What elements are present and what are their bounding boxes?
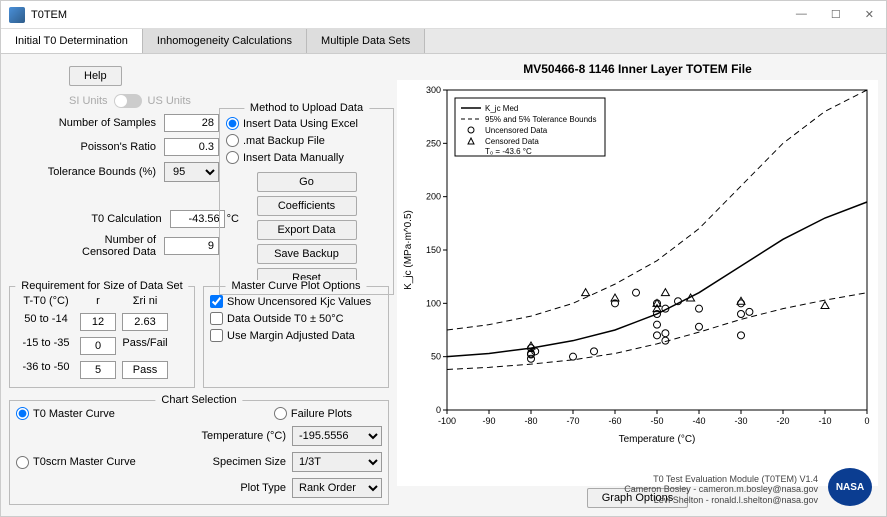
export-data-button[interactable]: Export Data: [257, 220, 357, 240]
svg-text:-20: -20: [776, 416, 789, 426]
us-units-label: US Units: [148, 95, 191, 107]
coefficients-button[interactable]: Coefficients: [257, 196, 357, 216]
specimen-size-select[interactable]: 1/3T: [292, 452, 382, 472]
chart-canvas: -100-90-80-70-60-50-40-30-20-10005010015…: [397, 80, 878, 486]
num-samples-label: Number of Samples: [36, 117, 156, 129]
svg-text:-60: -60: [608, 416, 621, 426]
maximize-button[interactable]: ☐: [827, 8, 845, 21]
save-backup-button[interactable]: Save Backup: [257, 244, 357, 264]
num-samples-input[interactable]: [164, 114, 219, 132]
svg-text:-70: -70: [566, 416, 579, 426]
chk-uncensored[interactable]: Show Uncensored Kjc Values: [210, 293, 382, 310]
req-r-2[interactable]: [80, 361, 116, 379]
svg-text:-10: -10: [818, 416, 831, 426]
req-r-1[interactable]: [80, 337, 116, 355]
app-icon: [9, 7, 25, 23]
upload-opt-mat[interactable]: .mat Backup File: [226, 132, 387, 149]
svg-text:-40: -40: [692, 416, 705, 426]
chk-margin[interactable]: Use Margin Adjusted Data: [210, 327, 382, 344]
radio-failure[interactable]: Failure Plots: [274, 407, 352, 420]
go-button[interactable]: Go: [257, 172, 357, 192]
radio-t0scrn[interactable]: T0scrn Master Curve: [16, 456, 136, 469]
svg-text:Censored Data: Censored Data: [485, 137, 539, 146]
svg-text:0: 0: [436, 405, 441, 415]
svg-text:-100: -100: [438, 416, 456, 426]
window-title: T0TEM: [31, 9, 67, 21]
req-s-2[interactable]: [122, 361, 168, 379]
req-s-0[interactable]: [122, 313, 168, 331]
chart-sel-fieldset: Chart Selection T0 Master Curve Failure …: [9, 400, 389, 505]
svg-text:K_jc (MPa·m^0.5): K_jc (MPa·m^0.5): [403, 210, 414, 290]
svg-text:150: 150: [426, 245, 441, 255]
tab-initial-t0[interactable]: Initial T0 Determination: [1, 29, 143, 53]
chart-title: MV50466-8 1146 Inner Layer TOTEM File: [397, 62, 878, 76]
help-button[interactable]: Help: [69, 66, 122, 86]
radio-t0-master[interactable]: T0 Master Curve: [16, 407, 115, 420]
poisson-label: Poisson's Ratio: [36, 141, 156, 153]
tab-bar: Initial T0 Determination Inhomogeneity C…: [1, 29, 886, 54]
upload-opt-manual[interactable]: Insert Data Manually: [226, 149, 387, 166]
master-opts-fieldset: Master Curve Plot Options Show Uncensore…: [203, 286, 389, 388]
poisson-input[interactable]: [164, 138, 219, 156]
req-fieldset: Requirement for Size of Data Set T-T0 (°…: [9, 286, 195, 388]
tab-inhomogeneity[interactable]: Inhomogeneity Calculations: [143, 29, 307, 53]
svg-text:95% and 5% Tolerance Bounds: 95% and 5% Tolerance Bounds: [485, 115, 597, 124]
svg-text:K_jc Med: K_jc Med: [485, 104, 518, 113]
upload-opt-excel[interactable]: Insert Data Using Excel: [226, 115, 387, 132]
svg-text:-90: -90: [482, 416, 495, 426]
titlebar: T0TEM — ☐ ✕: [1, 1, 886, 29]
svg-text:Temperature (°C): Temperature (°C): [619, 434, 696, 445]
units-toggle[interactable]: [114, 94, 142, 108]
req-r-0[interactable]: [80, 313, 116, 331]
t0-calc-label: T0 Calculation: [42, 213, 162, 225]
svg-text:T₀ = -43.6 °C: T₀ = -43.6 °C: [485, 147, 532, 156]
t0-calc-input[interactable]: [170, 210, 225, 228]
num-censored-label: Number of Censored Data: [56, 234, 156, 258]
chk-outside[interactable]: Data Outside T0 ± 50°C: [210, 310, 382, 327]
temperature-select[interactable]: -195.5556: [292, 426, 382, 446]
svg-text:-30: -30: [734, 416, 747, 426]
svg-text:250: 250: [426, 138, 441, 148]
plot-type-select[interactable]: Rank Order: [292, 478, 382, 498]
close-button[interactable]: ✕: [861, 8, 878, 21]
tol-bounds-select[interactable]: 95: [164, 162, 219, 182]
upload-fieldset: Method to Upload Data Insert Data Using …: [219, 108, 394, 295]
num-censored-input[interactable]: [164, 237, 219, 255]
svg-text:100: 100: [426, 298, 441, 308]
tab-multiple-data[interactable]: Multiple Data Sets: [307, 29, 425, 53]
tol-bounds-label: Tolerance Bounds (%): [36, 166, 156, 178]
si-units-label: SI Units: [69, 95, 108, 107]
svg-text:300: 300: [426, 85, 441, 95]
svg-text:-50: -50: [650, 416, 663, 426]
svg-text:Uncensored Data: Uncensored Data: [485, 126, 548, 135]
svg-text:0: 0: [864, 416, 869, 426]
nasa-logo: NASA: [828, 468, 872, 506]
svg-text:200: 200: [426, 192, 441, 202]
minimize-button[interactable]: —: [792, 8, 811, 21]
footer-credits: T0 Test Evaluation Module (T0TEM) V1.4 C…: [624, 474, 818, 506]
svg-text:-80: -80: [524, 416, 537, 426]
svg-text:50: 50: [431, 352, 441, 362]
